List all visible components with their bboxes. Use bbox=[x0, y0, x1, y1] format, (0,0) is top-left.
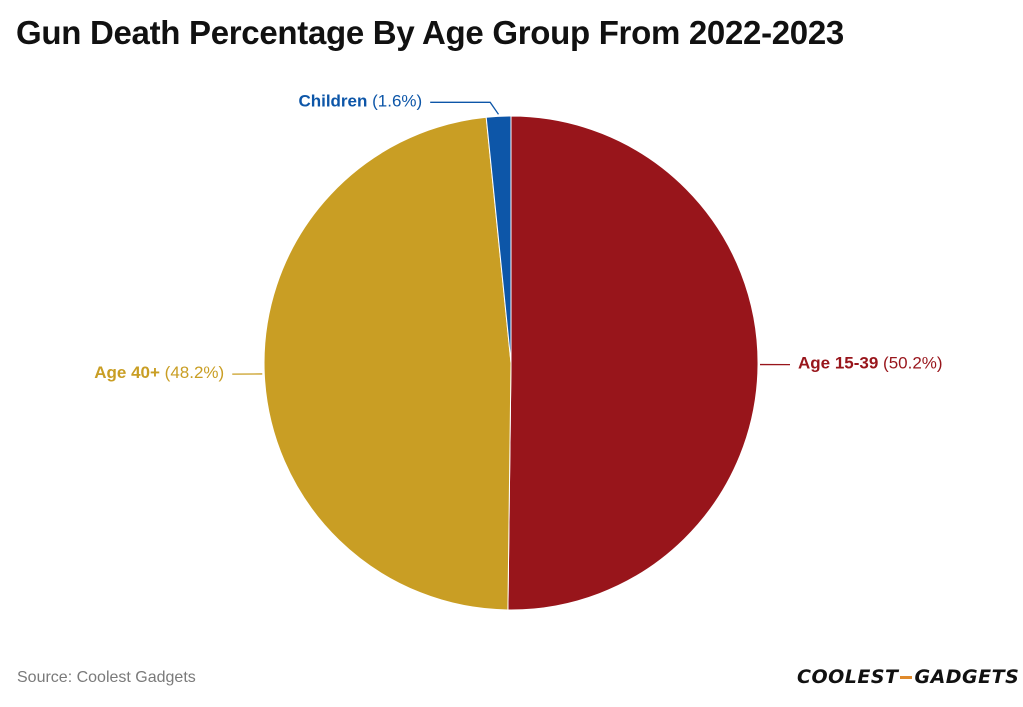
slice-label-children: Children (1.6%) bbox=[298, 92, 422, 111]
slice-label-name: Age 40+ bbox=[94, 364, 160, 383]
slice-label-age-40: Age 40+ (48.2%) bbox=[94, 364, 224, 383]
source-note: Source: Coolest Gadgets bbox=[17, 669, 196, 686]
brand-logo-part2: GADGETS bbox=[914, 666, 1020, 688]
brand-logo-dash bbox=[900, 676, 913, 679]
brand-logo-part1: COOLEST bbox=[797, 666, 899, 688]
slice-label-age-15-39: Age 15-39 (50.2%) bbox=[798, 354, 943, 373]
leader-line-children bbox=[430, 101, 500, 115]
slice-label-name: Age 15-39 bbox=[798, 354, 878, 373]
pie-slice-children bbox=[485, 115, 512, 364]
slice-label-value: (1.6%) bbox=[367, 92, 422, 111]
brand-logo: COOLEST GADGETS bbox=[797, 666, 1019, 688]
pie-slice-age-15-39 bbox=[507, 115, 759, 611]
slice-label-value: (50.2%) bbox=[878, 354, 942, 373]
chart-title: Gun Death Percentage By Age Group From 2… bbox=[16, 14, 844, 51]
pie-slice-age-40 bbox=[263, 116, 512, 611]
slice-label-name: Children bbox=[298, 92, 367, 111]
slice-label-value: (48.2%) bbox=[160, 364, 224, 383]
